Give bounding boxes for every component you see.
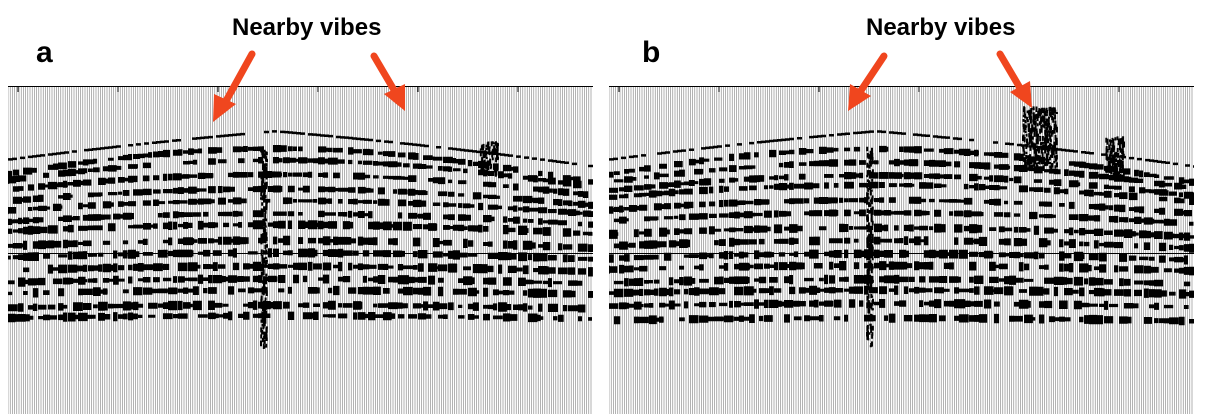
- panel-label-a: a: [36, 36, 53, 69]
- seismic-panel-b: [609, 86, 1194, 414]
- annotation-nearby-vibes-b: Nearby vibes: [866, 14, 1016, 41]
- seismic-section-a: [8, 86, 593, 414]
- arrow-icon: [996, 50, 1024, 92]
- annotation-nearby-vibes-a: Nearby vibes: [232, 14, 382, 41]
- arrow-icon: [370, 52, 398, 94]
- seismic-panel-a: [8, 86, 593, 414]
- seismic-section-b: [609, 86, 1194, 414]
- panel-label-b: b: [642, 36, 661, 69]
